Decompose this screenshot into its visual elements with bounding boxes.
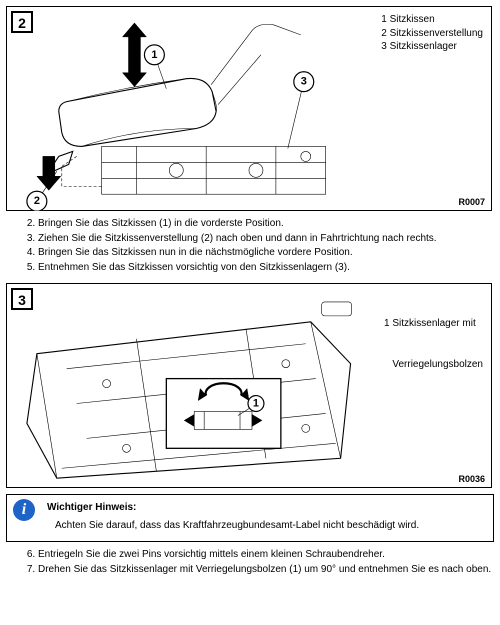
figure-3-legend: 1 Sitzkissenlager mit Verriegelungsbolze… — [384, 290, 483, 398]
step-item: Bringen Sie das Sitzkissen (1) in die vo… — [38, 217, 494, 232]
step-item: Ziehen Sie die Sitzkissenverstellung (2)… — [38, 232, 494, 247]
figure-3-number: 3 — [11, 288, 33, 310]
steps-group-a: Bringen Sie das Sitzkissen (1) in die vo… — [6, 217, 494, 275]
callout-2: 2 — [34, 195, 40, 207]
legend-line: 1 Sitzkissen — [381, 13, 483, 27]
legend-line: 2 Sitzkissenverstellung — [381, 27, 483, 41]
important-notice: i Wichtiger Hinweis: Achten Sie darauf, … — [6, 494, 494, 542]
step-item: Bringen Sie das Sitzkissen nun in die nä… — [38, 246, 494, 261]
figure-2-number: 2 — [11, 11, 33, 33]
callout-1: 1 — [253, 398, 259, 410]
step-item: Drehen Sie das Sitzkissenlager mit Verri… — [38, 563, 494, 578]
info-icon: i — [13, 499, 35, 521]
figure-2: 2 1 Sitzkissen 2 Sitzkissenverstellung 3… — [6, 6, 492, 211]
notice-title: Wichtiger Hinweis: — [47, 501, 485, 515]
figure-3: 3 1 Sitzkissenlager mit Verriegelungsbol… — [6, 283, 492, 488]
step-item: Entriegeln Sie die zwei Pins vorsichtig … — [38, 548, 494, 563]
figure-2-legend: 1 Sitzkissen 2 Sitzkissenverstellung 3 S… — [381, 13, 483, 54]
callout-3: 3 — [301, 76, 307, 88]
legend-line: 1 Sitzkissenlager mit — [384, 317, 483, 331]
step-item: Entnehmen Sie das Sitzkissen vorsichtig … — [38, 261, 494, 276]
figure-2-id: R0007 — [458, 197, 485, 207]
callout-1: 1 — [151, 49, 157, 61]
figure-3-id: R0036 — [458, 474, 485, 484]
steps-group-b: Entriegeln Sie die zwei Pins vorsichtig … — [6, 548, 494, 577]
notice-body: Achten Sie darauf, dass das Kraftfahrzeu… — [47, 519, 485, 533]
legend-line: 3 Sitzkissenlager — [381, 40, 483, 54]
legend-line: Verriegelungsbolzen — [384, 358, 483, 372]
